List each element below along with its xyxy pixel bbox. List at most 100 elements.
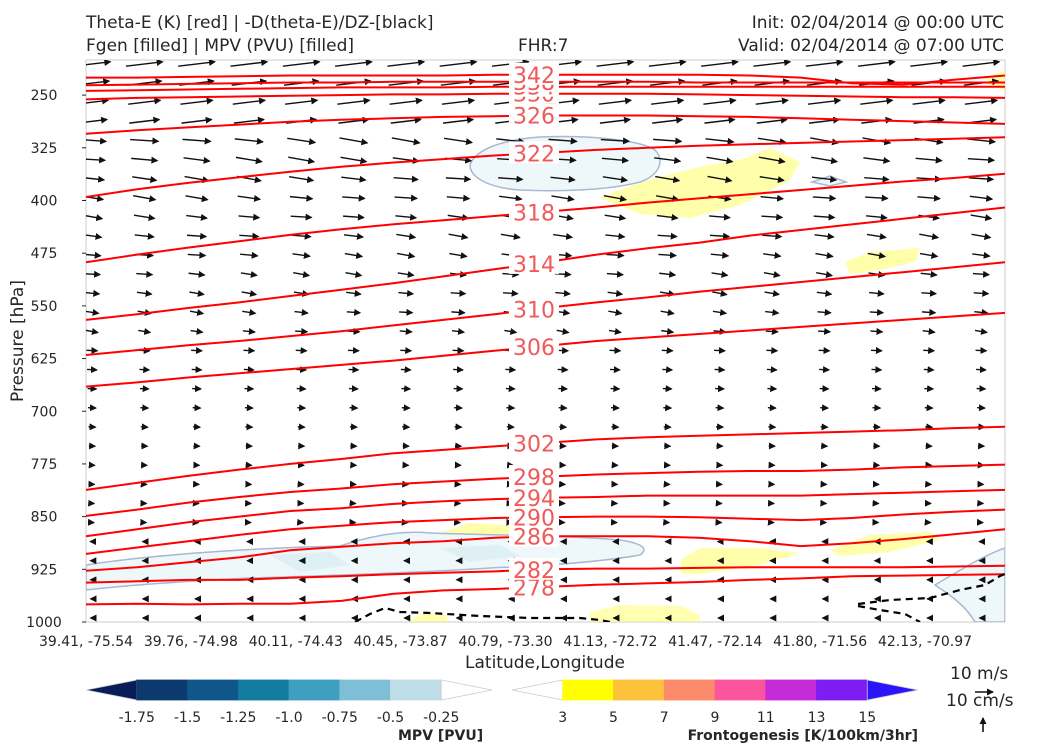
wind-vector: [187, 251, 207, 259]
wind-vector: [701, 60, 739, 67]
contour-label-bg: [509, 485, 559, 508]
wind-vector: [138, 328, 152, 335]
x-tick-label: 39.41, -75.54: [39, 634, 133, 650]
wind-vector: [335, 60, 373, 67]
valid-time: Valid: 02/04/2014 @ 07:00 UTC: [738, 36, 1004, 56]
wind-vector: [557, 347, 570, 355]
wind-vector: [972, 251, 991, 259]
wind-vector: [974, 328, 988, 335]
colorbar-swatch: [187, 679, 239, 701]
wind-vector: [180, 97, 214, 105]
wind-vector: [238, 213, 261, 221]
theta-e-contour-label: 310: [513, 298, 555, 323]
wind-vector: [870, 327, 884, 335]
wind-vector: [451, 308, 466, 316]
colorbar-tick-label: 15: [858, 710, 876, 726]
wind-vector: [866, 233, 887, 240]
wind-vector: [86, 270, 102, 278]
wind-vector: [608, 328, 622, 335]
colorbar-tick-label: 3: [558, 710, 567, 726]
colorbar-tick-label: -1.75: [119, 710, 155, 726]
wind-vector: [709, 213, 731, 221]
wind-vector: [133, 214, 156, 221]
init-time: Init: 02/04/2014 @ 00:00 UTC: [751, 13, 1004, 33]
wind-vector: [815, 252, 834, 259]
wind-vector: [341, 175, 367, 183]
wind-vector: [818, 327, 832, 335]
wind-vector: [439, 60, 478, 67]
wind-vector: [130, 137, 160, 145]
wind-vector: [129, 116, 161, 124]
contour-label-bg: [509, 62, 559, 85]
wind-vector: [765, 327, 779, 335]
mpv-patch: [270, 552, 350, 572]
wind-vector: [556, 328, 570, 335]
wind-vector: [864, 175, 890, 183]
wind-vector: [923, 347, 936, 355]
wind-vector: [602, 176, 628, 183]
wind-vector: [967, 156, 996, 164]
wind-vector: [337, 97, 371, 105]
y-tick-label: 550: [31, 299, 58, 315]
wind-vector: [178, 60, 216, 67]
colorbar-tick-label: 7: [660, 710, 669, 726]
wind-scale-vertical: 10 cm/s: [946, 691, 1014, 711]
wind-vector: [766, 347, 779, 355]
wind-vector: [452, 347, 465, 355]
wind-vector: [765, 308, 780, 316]
wind-vector: [548, 137, 578, 145]
wind-vector: [86, 308, 100, 316]
wind-vector: [399, 327, 413, 335]
wind-vector: [188, 270, 206, 278]
wind-vector: [86, 251, 102, 259]
wind-vector: [498, 175, 524, 183]
y-tick-label: 250: [31, 88, 58, 104]
wind-vector: [759, 176, 785, 184]
colorbar-tick-label: -1.25: [220, 710, 256, 726]
y-tick-label: 1000: [26, 615, 62, 631]
colorbar-swatch: [390, 679, 442, 701]
fgen-patch: [600, 148, 800, 218]
wind-vector: [805, 60, 844, 67]
theta-e-contour-label: 322: [513, 142, 555, 167]
theta-e-contour-label: 314: [513, 253, 555, 278]
y-tick-label: 475: [31, 246, 58, 262]
colorbar-tick-label: -1.0: [275, 710, 302, 726]
contour-label-bg: [509, 524, 559, 547]
colorbar-swatch: [866, 679, 919, 701]
wind-vector: [342, 194, 366, 202]
colorbar-swatch: [511, 679, 564, 701]
wind-vector: [189, 290, 205, 297]
wind-vector: [919, 252, 939, 259]
wind-vector: [86, 116, 109, 124]
contour-label-bg: [509, 251, 559, 274]
wind-vector: [237, 194, 262, 202]
wind-vector: [917, 194, 941, 202]
wind-vector: [186, 213, 208, 221]
wind-vector: [387, 60, 426, 67]
wind-vector: [399, 308, 414, 316]
mpv-colorbar-label: MPV [PVU]: [398, 728, 484, 744]
wind-vector: [132, 176, 158, 183]
wind-vector: [919, 233, 940, 241]
wind-vector: [292, 251, 311, 259]
wind-vector: [390, 116, 422, 124]
theta-e-contour-label: 302: [513, 433, 555, 458]
wind-vector: [705, 137, 735, 145]
mpv-patch: [440, 545, 520, 562]
contour-label-bg: [509, 200, 559, 223]
colorbar-tick-label: -0.75: [322, 710, 358, 726]
wind-vector: [232, 97, 266, 105]
wind-vector: [86, 289, 101, 297]
wind-vector: [763, 271, 781, 278]
colorbar-swatch: [765, 679, 817, 701]
wind-vector: [391, 137, 421, 146]
wind-vector: [762, 232, 783, 240]
wind-vector: [661, 327, 675, 335]
wind-vector: [235, 156, 263, 165]
wind-vector: [817, 308, 832, 316]
wind-vector: [816, 289, 833, 297]
x-tick-label: 40.11, -74.43: [249, 634, 343, 650]
wind-vector: [389, 97, 423, 105]
